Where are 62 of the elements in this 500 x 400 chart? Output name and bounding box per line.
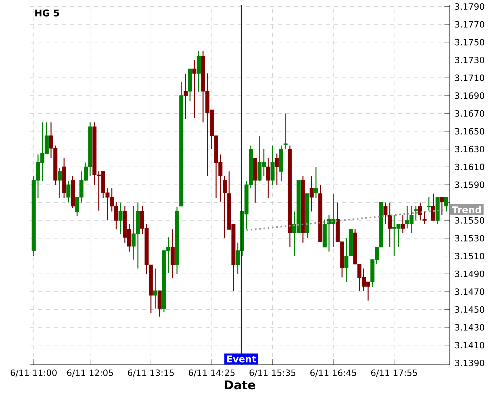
y-tick-label: 3.1390 bbox=[455, 360, 484, 366]
y-tick-label: 3.1670 bbox=[455, 110, 484, 117]
x-tick-label: 6/11 17:55 bbox=[371, 370, 418, 377]
candlestick bbox=[118, 202, 123, 235]
candlestick bbox=[196, 50, 201, 93]
x-tick-label: 6/11 12:05 bbox=[67, 370, 114, 377]
x-axis-title: Date bbox=[225, 380, 256, 390]
candlestick bbox=[275, 153, 280, 186]
y-tick-label: 3.1610 bbox=[455, 164, 484, 170]
candlestick bbox=[310, 176, 314, 212]
y-tick-label: 3.1630 bbox=[455, 146, 484, 153]
candlestick bbox=[170, 229, 175, 280]
candlestick bbox=[270, 145, 275, 186]
y-tick-label: 3.1490 bbox=[455, 270, 484, 278]
x-tick-label: 6/11 11:00 bbox=[10, 370, 57, 377]
candlestick bbox=[258, 135, 262, 182]
candlestick bbox=[223, 176, 228, 239]
candlestick bbox=[431, 193, 436, 222]
candlestick bbox=[154, 268, 158, 310]
y-tick-label: 3.1530 bbox=[455, 235, 484, 242]
annotation: Event bbox=[227, 356, 256, 363]
y-tick-label: 3.1430 bbox=[455, 324, 484, 331]
y-tick-label: 3.1450 bbox=[455, 306, 484, 314]
x-tick-label: 6/11 13:15 bbox=[128, 370, 174, 377]
candlestick bbox=[436, 196, 440, 225]
candlestick bbox=[427, 196, 432, 212]
candlestick bbox=[401, 214, 406, 234]
candlestick bbox=[188, 68, 192, 102]
y-tick-label: 3.1730 bbox=[455, 56, 484, 64]
y-tick-label: 3.1470 bbox=[455, 288, 484, 296]
y-tick-label: 3.1770 bbox=[455, 21, 484, 28]
candlestick bbox=[410, 206, 414, 234]
x-tick-label: 6/11 14:25 bbox=[188, 370, 235, 377]
candlestick bbox=[192, 60, 197, 119]
candlestick bbox=[253, 158, 258, 204]
x-tick-label: 6/11 15:35 bbox=[250, 370, 296, 377]
candlestick bbox=[279, 145, 284, 182]
x-tick-label: 6/11 16:45 bbox=[310, 370, 356, 377]
candlestick bbox=[327, 214, 332, 252]
y-tick-label: 3.1410 bbox=[455, 342, 484, 349]
y-tick-label: 3.1510 bbox=[455, 253, 484, 260]
candlestick bbox=[440, 196, 444, 216]
candlestick bbox=[366, 282, 370, 302]
series-label: Trend bbox=[452, 206, 482, 214]
candlestick bbox=[58, 168, 62, 199]
y-tick-label: 3.1690 bbox=[455, 92, 484, 100]
candlestick bbox=[266, 158, 270, 199]
candlestick bbox=[114, 201, 118, 230]
candlestick bbox=[184, 74, 188, 120]
y-tick-label: 3.1650 bbox=[455, 128, 484, 135]
candlestick bbox=[314, 166, 318, 199]
chart-title: HG 5 bbox=[36, 10, 60, 17]
candlestick bbox=[66, 180, 71, 204]
y-tick-label: 3.1790 bbox=[455, 4, 484, 10]
candlestick bbox=[444, 196, 449, 212]
y-tick-label: 3.1710 bbox=[455, 74, 484, 82]
candlestick bbox=[158, 290, 162, 318]
y-tick-label: 3.1750 bbox=[455, 39, 484, 46]
y-tick-label: 3.1550 bbox=[455, 217, 484, 224]
y-tick-label: 3.1590 bbox=[455, 182, 484, 188]
candlestick bbox=[362, 268, 366, 292]
candlestick bbox=[284, 113, 288, 150]
